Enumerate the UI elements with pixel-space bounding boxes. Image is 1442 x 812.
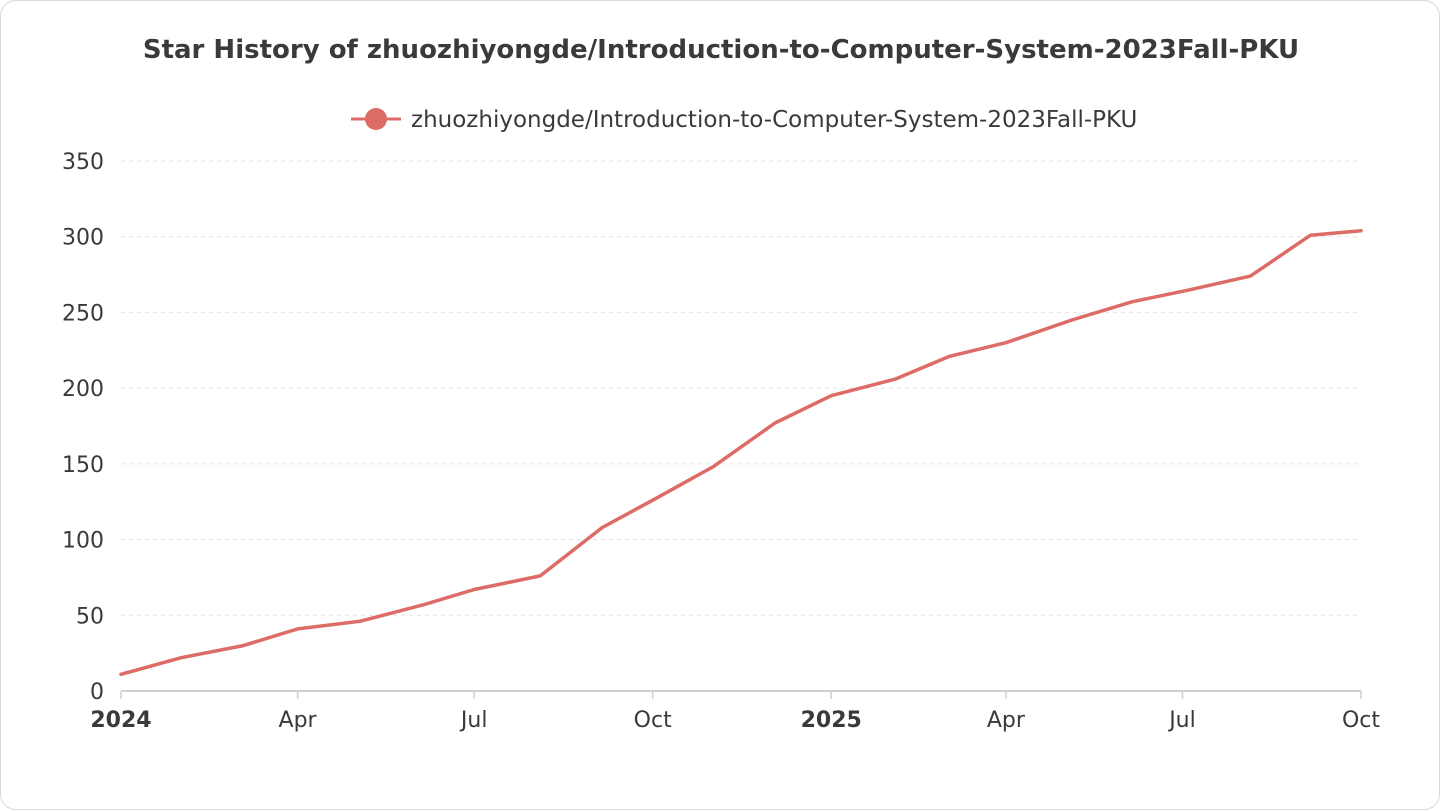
y-tick-label: 150 xyxy=(62,453,104,478)
legend[interactable]: zhuozhiyongde/Introduction-to-Computer-S… xyxy=(351,107,1137,133)
y-tick-label: 0 xyxy=(90,680,104,705)
chart-title: Star History of zhuozhiyongde/Introducti… xyxy=(143,35,1299,65)
y-tick-label: 350 xyxy=(62,150,104,175)
data-point[interactable] xyxy=(1000,337,1012,349)
data-point[interactable] xyxy=(944,350,956,362)
data-point[interactable] xyxy=(237,640,249,652)
data-point[interactable] xyxy=(1244,270,1256,282)
x-tick-label: Oct xyxy=(634,708,672,733)
x-tick-label: Oct xyxy=(1342,708,1380,733)
data-point[interactable] xyxy=(1184,284,1196,296)
data-point[interactable] xyxy=(707,461,719,473)
y-tick-label: 50 xyxy=(76,604,104,629)
x-tick-label: 2025 xyxy=(801,708,862,733)
data-point[interactable] xyxy=(418,599,430,611)
data-point[interactable] xyxy=(115,668,127,680)
data-point[interactable] xyxy=(1066,314,1078,326)
y-tick-label: 100 xyxy=(62,529,104,554)
data-point[interactable] xyxy=(1305,229,1317,241)
data-point[interactable] xyxy=(468,584,480,596)
legend-label: zhuozhiyongde/Introduction-to-Computer-S… xyxy=(411,107,1137,133)
legend-dot-marker xyxy=(365,108,387,130)
y-tick-label: 200 xyxy=(62,377,104,402)
series-line[interactable] xyxy=(119,228,1363,677)
grid xyxy=(121,160,1361,616)
x-tick-label: 2024 xyxy=(90,708,151,733)
data-point[interactable] xyxy=(354,615,366,627)
x-tick-label: Jul xyxy=(459,708,488,733)
data-point[interactable] xyxy=(1355,225,1367,237)
y-tick-label: 250 xyxy=(62,301,104,326)
data-point[interactable] xyxy=(292,623,304,635)
x-axis: 2024 Apr Jul Oct 2025 Apr Jul Oct xyxy=(90,690,1380,733)
data-point[interactable] xyxy=(1126,296,1138,308)
y-axis: 0 50 100 150 200 250 300 350 xyxy=(62,150,104,705)
y-tick-label: 300 xyxy=(62,226,104,251)
data-point[interactable] xyxy=(825,390,837,402)
x-tick-label: Apr xyxy=(987,708,1026,733)
x-tick-label: Apr xyxy=(279,708,318,733)
data-point[interactable] xyxy=(889,373,901,385)
data-point[interactable] xyxy=(534,570,546,582)
data-point[interactable] xyxy=(596,521,608,533)
series-layer xyxy=(115,225,1367,680)
x-tick-label: Jul xyxy=(1167,708,1196,733)
data-point[interactable] xyxy=(175,652,187,664)
data-point[interactable] xyxy=(769,417,781,429)
data-point[interactable] xyxy=(647,494,659,506)
